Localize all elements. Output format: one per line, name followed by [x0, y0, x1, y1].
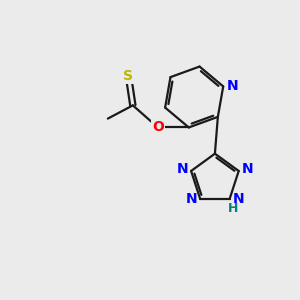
- Text: N: N: [242, 163, 253, 176]
- Text: O: O: [152, 120, 164, 134]
- Text: N: N: [227, 80, 239, 93]
- Text: N: N: [186, 192, 197, 206]
- Text: N: N: [232, 192, 244, 206]
- Text: N: N: [176, 163, 188, 176]
- Text: H: H: [228, 202, 238, 215]
- Text: S: S: [123, 69, 134, 83]
